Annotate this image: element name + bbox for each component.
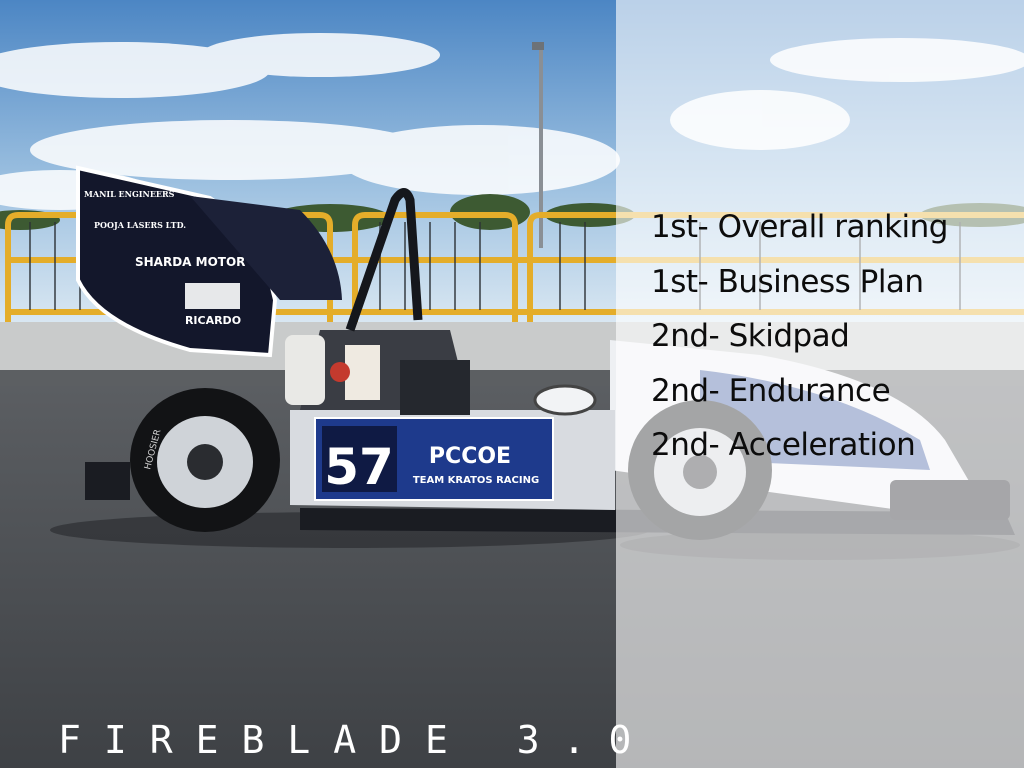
light-pole	[539, 48, 543, 248]
ranking-business-plan: 1st- Business Plan	[651, 263, 924, 300]
team-name: PCCOE	[429, 444, 511, 469]
car-number: 57	[324, 438, 394, 496]
sponsor-4: RICARDO	[185, 314, 241, 327]
team-subtitle: TEAM KRATOS RACING	[413, 475, 539, 486]
rankings-list: 1st- Overall ranking 1st- Business Plan …	[651, 200, 1011, 473]
ranking-acceleration: 2nd- Acceleration	[651, 427, 916, 463]
rear-wheel: HOOSIER	[130, 388, 280, 532]
sponsor-3: SHARDA MOTOR	[135, 255, 245, 269]
ricardo-logo	[185, 283, 240, 309]
sponsor-2: POOJA LASERS LTD.	[94, 220, 186, 230]
text-overlay-panel	[616, 0, 1024, 768]
ranking-skidpad: 2nd- Skidpad	[651, 318, 850, 354]
sponsor-1: MANIL ENGINEERS	[84, 189, 175, 199]
ranking-endurance: 2nd- Endurance	[651, 372, 891, 409]
ranking-overall: 1st- Overall ranking	[651, 209, 949, 245]
slide-title: FIREBLADE 3.0	[58, 718, 655, 762]
